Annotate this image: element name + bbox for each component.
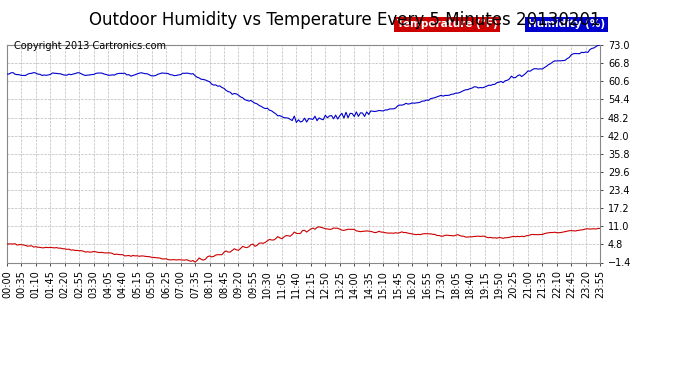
Text: Humidity (%): Humidity (%) <box>528 20 605 29</box>
Text: Copyright 2013 Cartronics.com: Copyright 2013 Cartronics.com <box>14 41 166 51</box>
Text: Outdoor Humidity vs Temperature Every 5 Minutes 20130201: Outdoor Humidity vs Temperature Every 5 … <box>89 11 601 29</box>
Text: Temperature (°F): Temperature (°F) <box>397 20 497 29</box>
